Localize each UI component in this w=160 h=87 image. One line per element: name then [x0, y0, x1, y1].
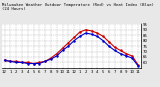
- Text: Milwaukee Weather Outdoor Temperature (Red) vs Heat Index (Blue) (24 Hours): Milwaukee Weather Outdoor Temperature (R…: [2, 3, 154, 11]
